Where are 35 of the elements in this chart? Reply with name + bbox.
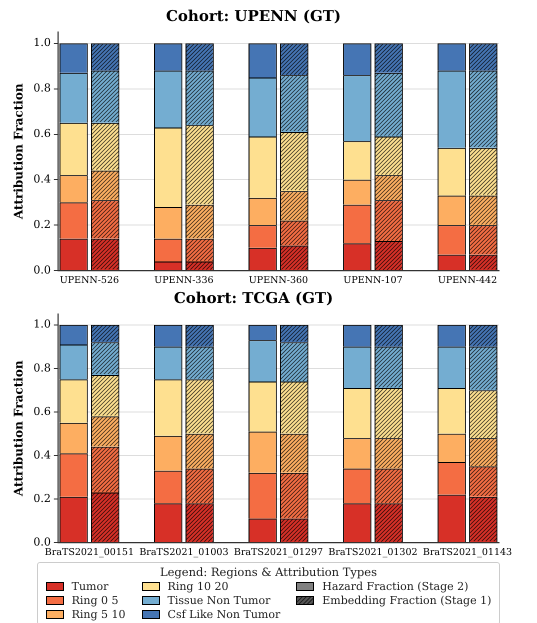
y-tick-label: 0.8: [33, 361, 51, 374]
y-axis-title: Attribution Fraction: [11, 83, 26, 220]
y-tick-label: 0.0: [33, 263, 51, 276]
y-tick-label: 0.8: [33, 82, 51, 95]
y-tick-label: 0.6: [33, 404, 51, 418]
x-tick-label: UPENN-336: [154, 274, 214, 286]
x-tick-label: BraTS2021_00151: [44, 546, 134, 558]
chart-title: Cohort: TCGA (GT): [174, 288, 334, 307]
legend-title: Legend: Regions & Attribution Types: [158, 565, 378, 579]
y-axis-title: Attribution Fraction: [11, 360, 26, 498]
y-tick-label: 0.4: [33, 448, 51, 462]
x-tick-label: BraTS2021_01297: [234, 546, 324, 558]
y-tick-label: 1.0: [33, 318, 51, 331]
legend-label: Hazard Fraction (Stage 2): [322, 580, 468, 592]
x-tick-label: UPENN-107: [343, 274, 403, 286]
x-tick-label: UPENN-360: [248, 274, 308, 286]
y-tick-label: 0.2: [33, 492, 51, 505]
legend-label: Embedding Fraction (Stage 1): [322, 594, 492, 606]
legend-label: Tumor: [72, 580, 108, 592]
y-tick-label: 0.4: [33, 172, 51, 186]
y-tick-label: 0.0: [33, 535, 51, 548]
legend-label: Ring 0 5: [72, 594, 119, 606]
y-tick-label: 0.6: [33, 127, 51, 140]
legend-label: Tissue Non Tumor: [168, 594, 270, 606]
x-tick-label: BraTS2021_01143: [422, 546, 512, 558]
x-tick-label: UPENN-526: [60, 274, 120, 286]
legend-label: Ring 10 20: [168, 580, 228, 592]
legend-label: Csf Like Non Tumor: [168, 608, 280, 620]
x-tick-label: UPENN-442: [438, 274, 498, 286]
y-tick-label: 1.0: [33, 36, 51, 50]
y-tick-label: 0.2: [33, 218, 51, 232]
x-tick-label: BraTS2021_01302: [328, 546, 418, 558]
chart-title: Cohort: UPENN (GT): [166, 6, 342, 25]
legend-label: Ring 5 10: [72, 608, 126, 620]
x-tick-label: BraTS2021_01003: [139, 546, 229, 558]
